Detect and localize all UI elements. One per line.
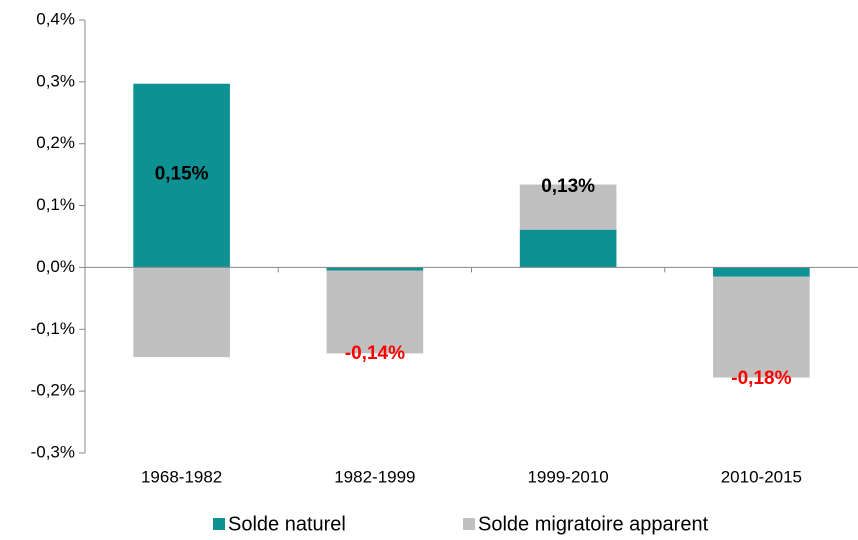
bar bbox=[713, 267, 810, 277]
y-tick-label: 0,3% bbox=[36, 71, 75, 90]
bar bbox=[326, 267, 424, 271]
bar bbox=[713, 276, 810, 378]
legend-label: Solde migratoire apparent bbox=[478, 513, 709, 535]
data-label: 0,13% bbox=[541, 176, 595, 197]
x-tick-label: 1999-2010 bbox=[527, 467, 608, 486]
y-tick-label: 0,4% bbox=[36, 9, 75, 28]
data-label: 0,15% bbox=[155, 164, 209, 185]
y-tick-label: -0,2% bbox=[31, 381, 75, 400]
y-tick-label: -0,1% bbox=[31, 319, 75, 338]
data-label: -0,18% bbox=[731, 368, 791, 389]
bar bbox=[326, 270, 424, 354]
data-label: -0,14% bbox=[345, 343, 405, 364]
bar bbox=[133, 267, 230, 358]
y-tick-label: 0,2% bbox=[36, 133, 75, 152]
x-tick-label: 1982-1999 bbox=[334, 467, 415, 486]
y-tick-label: 0,1% bbox=[36, 195, 75, 214]
legend-swatch bbox=[213, 518, 225, 530]
x-tick-label: 1968-1982 bbox=[141, 467, 222, 486]
x-tick-label: 2010-2015 bbox=[721, 467, 802, 486]
y-tick-label: 0,0% bbox=[36, 257, 75, 276]
legend-swatch bbox=[463, 518, 475, 530]
bar bbox=[519, 184, 617, 230]
bar bbox=[133, 83, 230, 268]
y-tick-label: -0,3% bbox=[31, 442, 75, 461]
bar bbox=[519, 229, 617, 268]
legend-label: Solde naturel bbox=[228, 513, 346, 535]
